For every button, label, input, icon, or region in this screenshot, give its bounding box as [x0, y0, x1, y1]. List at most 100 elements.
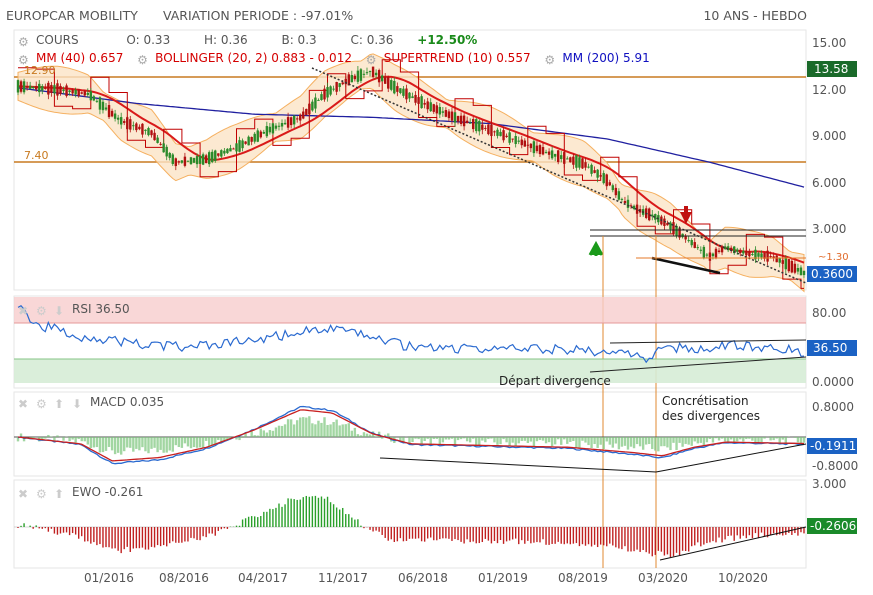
candle-body [201, 154, 205, 165]
gear-icon[interactable]: ⚙ [36, 397, 47, 411]
candle-body [623, 200, 627, 204]
candle-body [305, 108, 308, 116]
macd-hist-bar [605, 437, 608, 442]
candle-body [587, 166, 590, 168]
candle-body [299, 114, 302, 121]
candle-body [666, 222, 669, 226]
macd-hist-bar [299, 417, 302, 437]
arrow-up-icon[interactable]: ⬆ [54, 487, 65, 501]
macd-hist-bar [699, 437, 703, 443]
badge-last: 0.3600 [811, 267, 853, 281]
legend-open: O: 0.33 [126, 33, 171, 47]
macd-hist-bar [156, 437, 159, 453]
macd-hist-bar [41, 437, 44, 441]
macd-hist-bar [101, 437, 105, 453]
candle-body [696, 247, 699, 249]
macd-hist-bar [420, 437, 423, 446]
macd-hist-bar [387, 433, 390, 437]
macd-hist-bar [544, 437, 548, 444]
macd-hist-bar [675, 437, 678, 451]
candle-body [365, 72, 369, 74]
macd-hist-bar [617, 437, 621, 450]
candle-body [511, 138, 514, 140]
candle-body [123, 121, 126, 123]
candle-body [107, 105, 111, 118]
candle-body [429, 102, 432, 112]
gear-icon[interactable]: ⚙ [36, 487, 47, 501]
candle-body [204, 155, 208, 164]
candle-body [295, 118, 299, 120]
legend-cours: COURS [36, 33, 79, 47]
candle-body [174, 158, 178, 167]
macd-hist-bar [726, 437, 730, 442]
candle-body [496, 129, 499, 136]
candle-body [681, 233, 684, 238]
close-icon[interactable]: ✖ [18, 487, 29, 501]
y-tick-6: 6.000 [812, 176, 846, 190]
rsi-line [17, 305, 805, 364]
candle-body [775, 255, 778, 263]
macd-hist-bar [429, 437, 432, 445]
macd-hist-bar [717, 437, 721, 441]
gear-icon[interactable]: ⚙ [18, 35, 29, 49]
macd-hist-bar [74, 437, 77, 443]
macd-hist-bar [502, 437, 505, 440]
legend-supertrend-value: 0.557 [496, 51, 531, 65]
macd-hist-bar [368, 434, 372, 437]
gear-icon[interactable]: ⚙ [544, 53, 556, 67]
candle-body [92, 96, 96, 101]
macd-hist-bar [596, 437, 599, 448]
candle-body [432, 104, 435, 112]
macd-hist-bar [769, 437, 772, 441]
candle-body [371, 66, 375, 77]
candle-body [153, 132, 156, 141]
candle-body [475, 119, 478, 132]
macd-hist-bar [444, 437, 448, 440]
macd-hist-bar [669, 437, 672, 451]
gear-icon[interactable]: ⚙ [18, 53, 29, 67]
candle-body [593, 170, 596, 173]
macd-hist-bar [720, 437, 724, 439]
x-tick-label: 11/2017 [318, 571, 368, 585]
candle-body [602, 173, 605, 184]
arrow-up-icon[interactable]: ⬆ [54, 397, 65, 411]
gear-icon[interactable]: ⚙ [137, 53, 148, 67]
macd-hist-bar [751, 437, 754, 441]
candle-body [335, 82, 338, 92]
close-icon[interactable]: ✖ [18, 397, 29, 411]
macd-hist-bar [651, 437, 654, 450]
x-tick-label: 04/2017 [238, 571, 288, 585]
gear-icon[interactable]: ⚙ [365, 53, 377, 67]
macd-hist-bar [690, 437, 693, 446]
legend-high: H: 0.36 [204, 33, 248, 47]
level-high-label: 12.90 [24, 64, 56, 77]
macd-hist-bar [365, 433, 369, 437]
macd-hist-bar [517, 437, 520, 444]
candle-body [314, 97, 317, 109]
candle-body [569, 157, 572, 163]
candle-body [438, 106, 442, 115]
candle-body [772, 256, 775, 259]
gear-icon[interactable]: ⚙ [36, 304, 47, 318]
candle-body [359, 69, 363, 81]
candle-body [435, 105, 438, 114]
candle-body [505, 135, 508, 138]
arrow-down-icon[interactable]: ⬇ [54, 304, 65, 318]
candle-body [563, 152, 566, 164]
candle-body [338, 83, 341, 88]
y-tick-3: 3.000 [812, 222, 846, 236]
candle-body [769, 256, 772, 258]
macd-hist-bar [147, 437, 150, 454]
macd-hist-bar [423, 437, 426, 441]
candle-body [478, 120, 481, 132]
arrow-down-icon[interactable]: ⬇ [72, 397, 83, 411]
macd-hist-bar [153, 437, 156, 448]
macd-legend: ✖ ⚙ ⬆ ⬇ MACD 0.035 [18, 395, 164, 411]
macd-hist-bar [532, 437, 536, 448]
macd-hist-bar [241, 437, 244, 438]
candle-body [717, 250, 721, 253]
macd-hist-bar [523, 437, 527, 441]
x-tick-label: 08/2019 [558, 571, 608, 585]
candle-body [329, 86, 332, 95]
close-icon[interactable]: ✖ [18, 304, 29, 318]
